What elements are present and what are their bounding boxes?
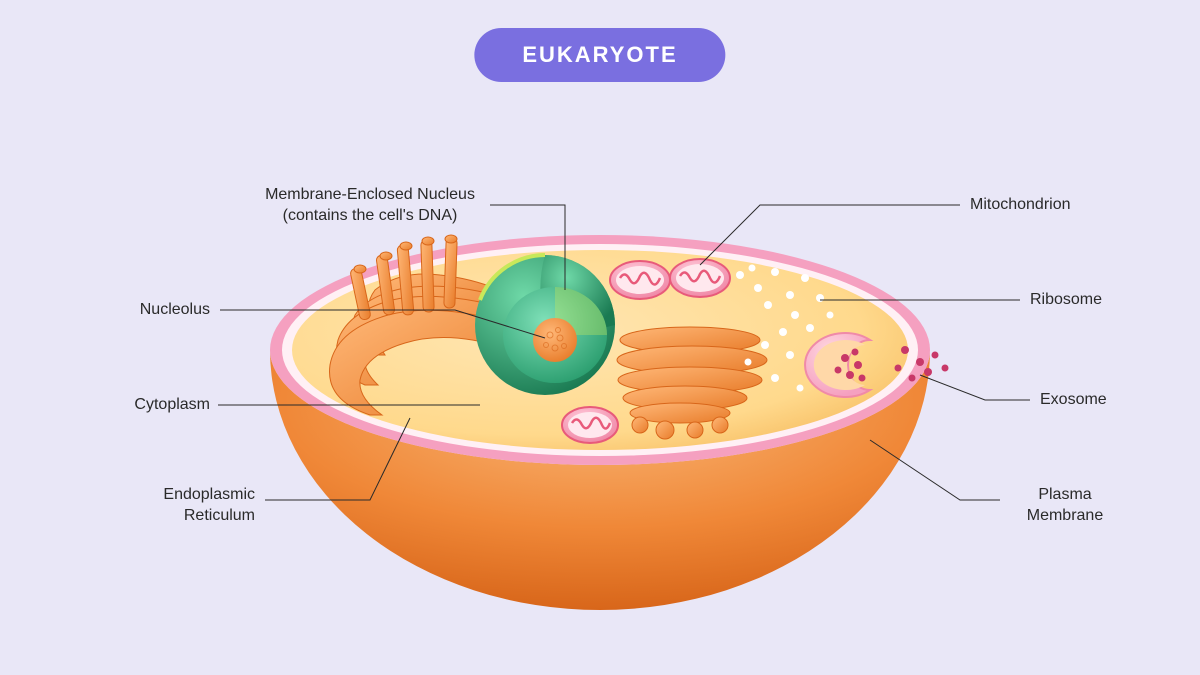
cell-diagram [0, 0, 1200, 675]
title-badge: EUKARYOTE [474, 28, 725, 82]
nucleolus [533, 318, 577, 362]
label-ribosome: Ribosome [1030, 290, 1150, 311]
label-nucleolus: Nucleolus [90, 300, 210, 321]
label-er: Endoplasmic Reticulum [115, 485, 255, 527]
label-cytoplasm: Cytoplasm [90, 395, 210, 416]
label-nucleus: Membrane-Enclosed Nucleus (contains the … [250, 185, 490, 227]
mitochondrion-1 [610, 261, 670, 299]
mitochondrion-3 [562, 407, 618, 443]
title-text: EUKARYOTE [522, 42, 677, 67]
nucleus [475, 255, 615, 395]
label-mitochondrion: Mitochondrion [970, 195, 1130, 216]
label-exosome: Exosome [1040, 390, 1160, 411]
label-plasma: Plasma Membrane [1005, 485, 1125, 527]
